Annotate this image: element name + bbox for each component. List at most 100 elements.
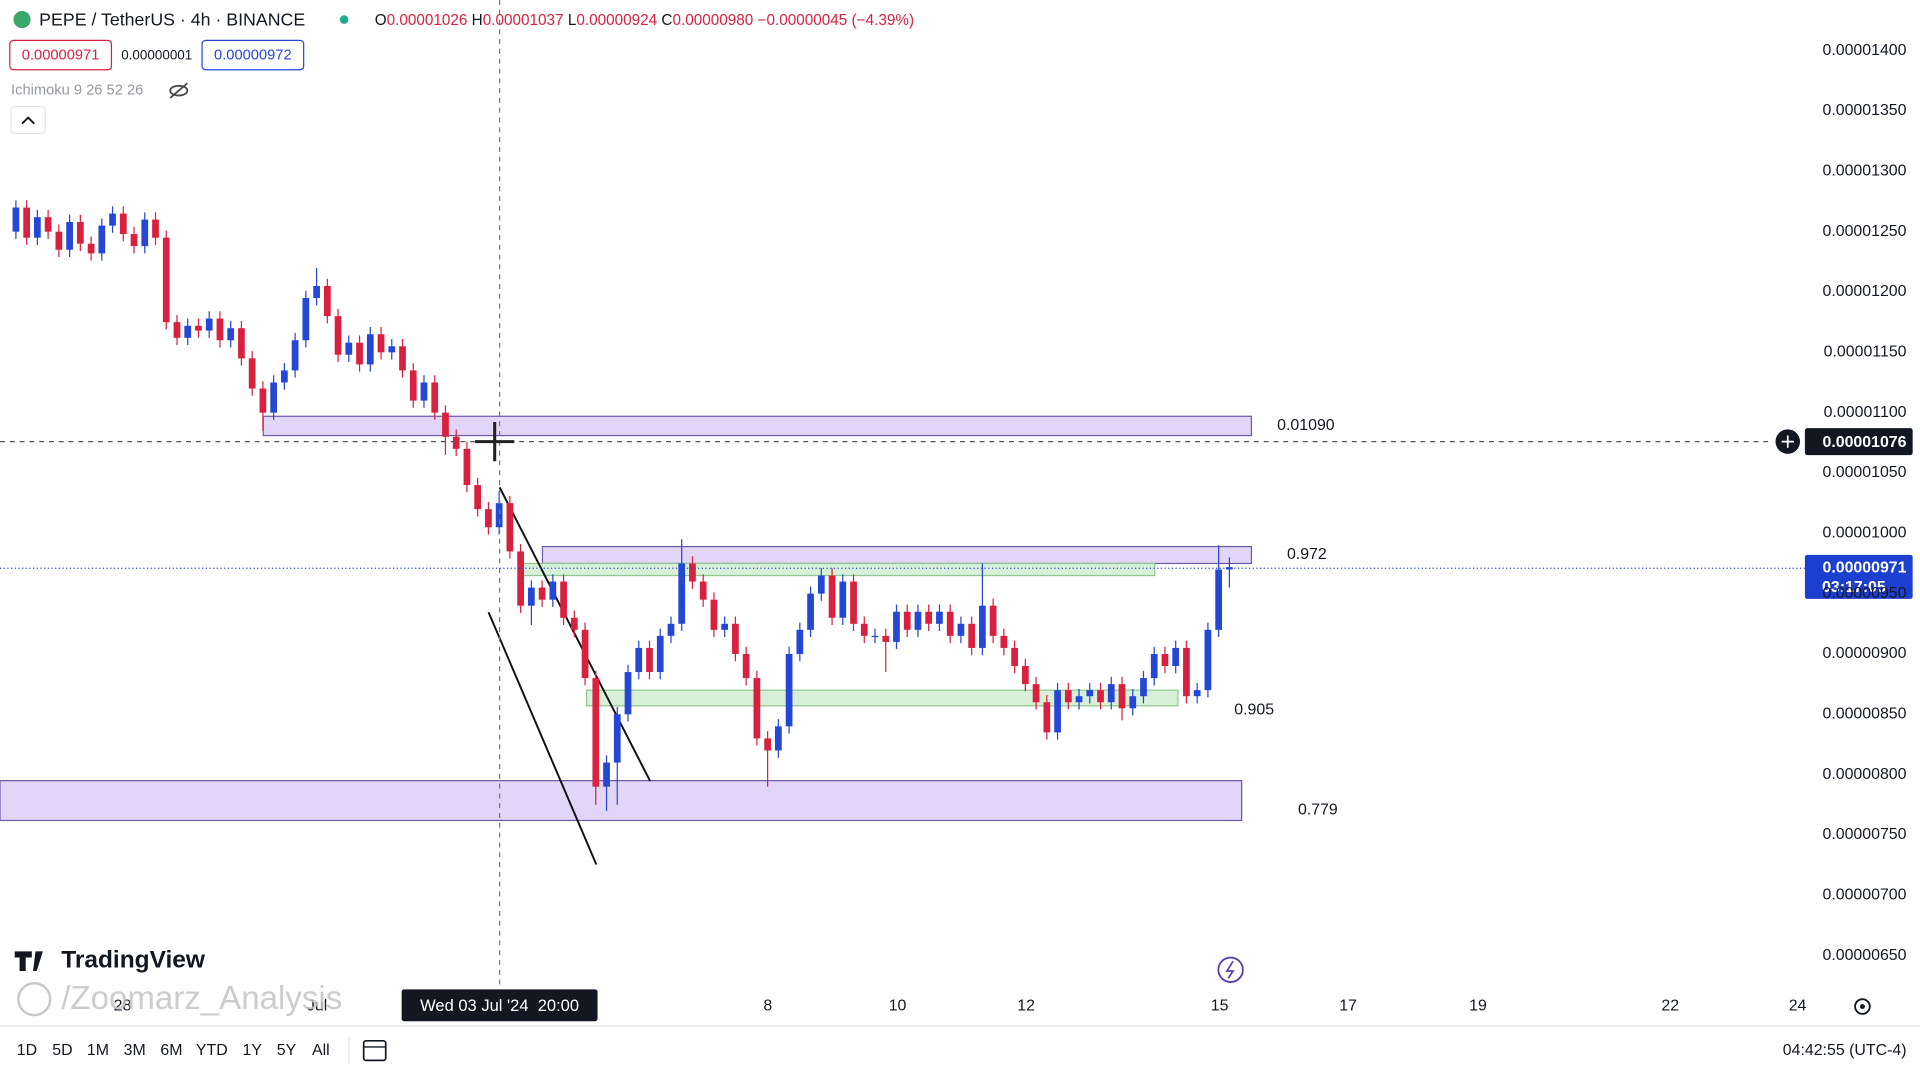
candle-body <box>238 328 245 359</box>
candle-body <box>1054 690 1061 733</box>
range-button[interactable]: 1D <box>17 1042 37 1059</box>
symbol-title: PEPE / TetherUS · 4h · BINANCE <box>39 10 305 30</box>
candle-body <box>442 412 449 437</box>
range-button[interactable]: 6M <box>160 1042 182 1059</box>
candle-body <box>603 762 610 787</box>
x-tick-label: 17 <box>1339 998 1357 1015</box>
candle-body <box>216 318 224 341</box>
symbol-icon <box>13 11 31 29</box>
events-icon[interactable] <box>1217 956 1244 983</box>
y-tick-label: 0.00000850 <box>1822 705 1906 722</box>
range-button[interactable]: 5Y <box>277 1042 297 1059</box>
logo-text: TradingView <box>61 947 206 974</box>
crosshair-cursor <box>475 422 515 462</box>
y-tick-label: 0.00000800 <box>1822 766 1906 783</box>
x-tick-label: 24 <box>1789 998 1807 1015</box>
candle-body <box>119 213 127 235</box>
range-button[interactable]: YTD <box>196 1042 228 1059</box>
candle-body <box>1064 690 1072 703</box>
candle-body <box>839 581 847 618</box>
goto-date-icon[interactable] <box>362 1039 387 1062</box>
candle-body <box>87 243 95 254</box>
candle-body <box>1161 653 1169 667</box>
candle-body <box>624 672 632 715</box>
x-tick-label: Jul <box>307 998 327 1015</box>
ohlc-line: O0.00001026 H0.00001037 L0.00000924 C0.0… <box>375 12 914 29</box>
y-tick-label: 0.00001050 <box>1822 464 1906 481</box>
candle-body <box>946 611 954 636</box>
candle-body <box>152 219 159 238</box>
buy-button[interactable] <box>201 39 305 71</box>
candle-body <box>281 370 288 383</box>
candle-body <box>592 678 600 787</box>
candle-body <box>248 358 256 389</box>
settings-icon-center <box>1860 1004 1865 1009</box>
candle-body <box>323 285 331 317</box>
candle-body <box>205 318 213 331</box>
y-tick-label: 0.00001250 <box>1822 223 1906 240</box>
candle-body <box>871 635 879 638</box>
range-button[interactable]: All <box>312 1042 330 1059</box>
candle-body <box>903 611 911 630</box>
range-button[interactable]: 1Y <box>243 1042 263 1059</box>
candle-body <box>345 342 353 355</box>
candle-body <box>173 322 181 338</box>
candle-body <box>860 623 868 636</box>
candle-body <box>893 611 900 642</box>
range-button[interactable]: 1M <box>87 1042 109 1059</box>
candle-body <box>452 436 460 449</box>
zone <box>262 415 1253 437</box>
candle-body <box>195 325 202 331</box>
candle-body <box>774 726 782 751</box>
ohlc-value: 0.00001026 <box>387 12 468 29</box>
candle-body <box>474 485 482 510</box>
candle-body <box>1215 569 1223 630</box>
ohlc-key: H <box>472 12 483 29</box>
ohlc-key: L <box>568 12 577 29</box>
hide-indicator-slash <box>169 82 188 99</box>
bar-countdown: 03:17:05 <box>1822 579 1886 596</box>
candle-body <box>613 714 621 763</box>
zone-label: 0.905 <box>1234 701 1274 718</box>
candle-body <box>689 563 696 582</box>
y-tick-label: 0.00000700 <box>1822 886 1906 903</box>
candle-body <box>882 635 890 642</box>
candle-body <box>828 575 836 618</box>
candle-body <box>485 509 492 528</box>
candle-body <box>570 617 578 630</box>
y-tick-label: 0.00000950 <box>1822 585 1906 602</box>
logo-mark <box>14 951 43 972</box>
candle-body <box>732 623 739 654</box>
candle-body <box>1075 696 1083 703</box>
hide-indicator-icon[interactable] <box>169 84 189 97</box>
clock[interactable]: 04:42:55 (UTC-4) <box>1783 1042 1907 1059</box>
candle-body <box>678 563 686 624</box>
candle-body <box>1129 696 1137 709</box>
candle-body <box>1118 684 1126 709</box>
candle-body <box>538 587 546 600</box>
candle-body <box>581 629 589 679</box>
range-button[interactable]: 5D <box>52 1042 72 1059</box>
candle-body <box>227 328 235 341</box>
candle-body <box>635 647 643 673</box>
candle-body <box>957 623 965 636</box>
indicator-label[interactable]: Ichimoku 9 26 52 26 <box>11 82 143 98</box>
candle-body <box>23 207 31 238</box>
settings-icon[interactable] <box>1854 998 1871 1015</box>
candle-body <box>699 581 707 600</box>
candle-body <box>560 581 567 618</box>
candle-body <box>549 581 557 600</box>
candle-body <box>1043 702 1051 733</box>
buy-price[interactable]: 0.00000972 <box>214 48 292 64</box>
candle-body <box>409 370 417 401</box>
candle-body <box>807 593 814 630</box>
collapse-button[interactable] <box>10 105 46 135</box>
candle-body <box>76 222 84 244</box>
sell-button[interactable] <box>9 39 113 71</box>
sell-price[interactable]: 0.00000971 <box>22 48 100 64</box>
range-button[interactable]: 3M <box>124 1042 146 1059</box>
candle-body <box>431 382 439 413</box>
candle-body <box>55 231 63 250</box>
candle-body <box>302 298 310 341</box>
